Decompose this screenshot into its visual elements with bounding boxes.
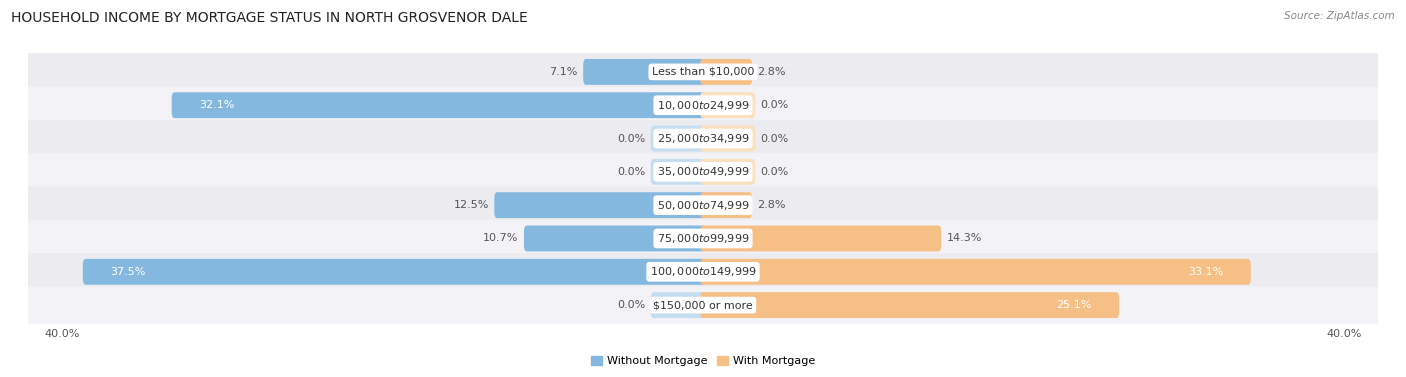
Text: $75,000 to $99,999: $75,000 to $99,999 [657, 232, 749, 245]
Text: 14.3%: 14.3% [946, 233, 981, 244]
Text: $100,000 to $149,999: $100,000 to $149,999 [650, 265, 756, 278]
FancyBboxPatch shape [27, 220, 1379, 257]
FancyBboxPatch shape [700, 192, 752, 218]
Text: 37.5%: 37.5% [111, 267, 146, 277]
Text: 12.5%: 12.5% [454, 200, 489, 210]
Text: Source: ZipAtlas.com: Source: ZipAtlas.com [1284, 11, 1395, 21]
FancyBboxPatch shape [83, 259, 706, 285]
Text: $50,000 to $74,999: $50,000 to $74,999 [657, 199, 749, 211]
FancyBboxPatch shape [700, 292, 1119, 318]
Text: 25.1%: 25.1% [1056, 300, 1091, 310]
Text: 32.1%: 32.1% [200, 100, 235, 110]
Text: $10,000 to $24,999: $10,000 to $24,999 [657, 99, 749, 112]
FancyBboxPatch shape [172, 92, 706, 118]
Text: 40.0%: 40.0% [1326, 329, 1361, 339]
Text: 10.7%: 10.7% [484, 233, 519, 244]
Text: $150,000 or more: $150,000 or more [654, 300, 752, 310]
FancyBboxPatch shape [27, 253, 1379, 290]
Text: 0.0%: 0.0% [761, 133, 789, 144]
FancyBboxPatch shape [27, 287, 1379, 324]
FancyBboxPatch shape [651, 159, 706, 185]
FancyBboxPatch shape [700, 259, 1251, 285]
FancyBboxPatch shape [27, 53, 1379, 90]
Text: 0.0%: 0.0% [617, 300, 645, 310]
Text: 0.0%: 0.0% [761, 167, 789, 177]
Text: 0.0%: 0.0% [617, 133, 645, 144]
Text: 0.0%: 0.0% [761, 100, 789, 110]
Text: Less than $10,000: Less than $10,000 [652, 67, 754, 77]
Text: 40.0%: 40.0% [45, 329, 80, 339]
FancyBboxPatch shape [27, 120, 1379, 157]
Text: HOUSEHOLD INCOME BY MORTGAGE STATUS IN NORTH GROSVENOR DALE: HOUSEHOLD INCOME BY MORTGAGE STATUS IN N… [11, 11, 529, 25]
Text: $25,000 to $34,999: $25,000 to $34,999 [657, 132, 749, 145]
Text: 33.1%: 33.1% [1188, 267, 1223, 277]
Text: $35,000 to $49,999: $35,000 to $49,999 [657, 166, 749, 178]
FancyBboxPatch shape [700, 225, 942, 251]
FancyBboxPatch shape [700, 92, 755, 118]
FancyBboxPatch shape [700, 126, 755, 152]
FancyBboxPatch shape [495, 192, 706, 218]
FancyBboxPatch shape [27, 153, 1379, 190]
FancyBboxPatch shape [651, 126, 706, 152]
FancyBboxPatch shape [700, 59, 752, 85]
Text: 7.1%: 7.1% [550, 67, 578, 77]
FancyBboxPatch shape [583, 59, 706, 85]
Text: 0.0%: 0.0% [617, 167, 645, 177]
Text: 2.8%: 2.8% [758, 67, 786, 77]
FancyBboxPatch shape [700, 159, 755, 185]
FancyBboxPatch shape [524, 225, 706, 251]
Legend: Without Mortgage, With Mortgage: Without Mortgage, With Mortgage [591, 356, 815, 366]
Text: 2.8%: 2.8% [758, 200, 786, 210]
FancyBboxPatch shape [27, 187, 1379, 224]
FancyBboxPatch shape [651, 292, 706, 318]
FancyBboxPatch shape [27, 87, 1379, 124]
